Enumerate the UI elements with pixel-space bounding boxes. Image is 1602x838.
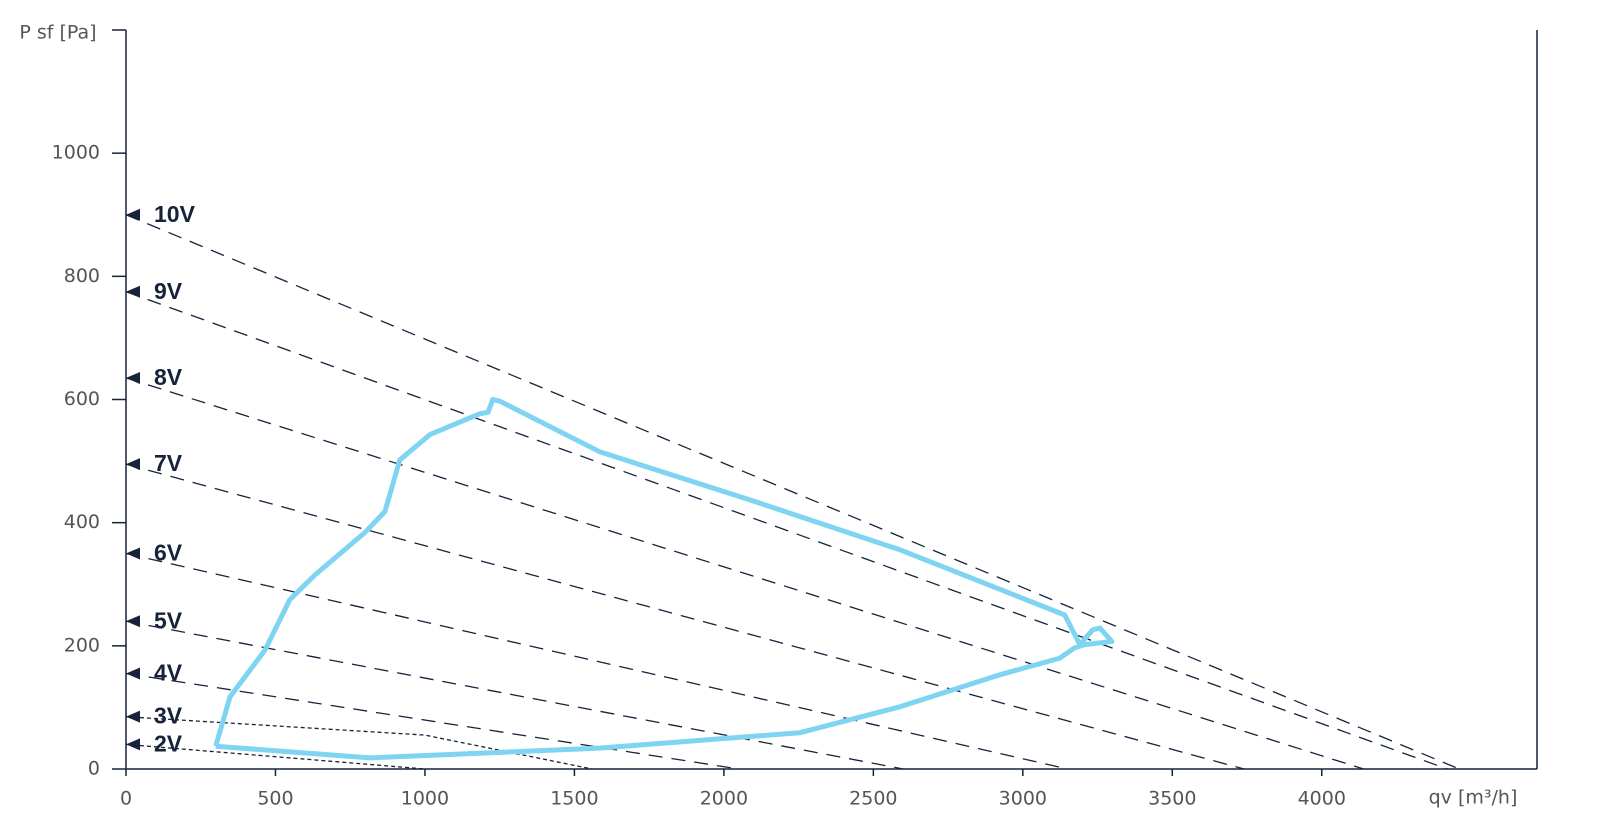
speed-line [125, 291, 1448, 770]
speed-line [125, 552, 1068, 770]
label-arrow [126, 547, 140, 560]
x-tick-label: 1500 [550, 788, 598, 810]
y-tick-label: 0 [88, 758, 100, 780]
y-tick-label: 200 [64, 634, 100, 656]
series-label: 3V [154, 703, 183, 729]
series-label: 7V [154, 450, 183, 476]
y-tick-label: 400 [64, 511, 100, 533]
series-label: 2V [154, 730, 183, 756]
y-tick-label: 1000 [52, 142, 100, 164]
x-tick-label: 3000 [999, 788, 1047, 810]
speed-line [125, 743, 425, 770]
series-label: 4V [154, 660, 183, 686]
speed-line [125, 463, 1245, 770]
x-tick-label: 0 [120, 788, 132, 810]
speed-line [125, 716, 593, 770]
series-label: 6V [154, 540, 183, 566]
label-arrow [126, 208, 140, 221]
series-label: 5V [154, 607, 183, 633]
speed-line [125, 377, 1364, 770]
series-label: 8V [154, 364, 183, 390]
speed-line [125, 214, 1460, 770]
x-tick-label: 1000 [401, 788, 449, 810]
label-arrow [126, 710, 140, 723]
label-arrow [126, 615, 140, 628]
y-axis-label: P sf [Pa] [19, 22, 96, 44]
y-tick-label: 800 [64, 265, 100, 287]
label-arrow [126, 285, 140, 298]
label-arrow [126, 738, 140, 751]
y-tick-label: 600 [64, 388, 100, 410]
x-axis-label: qv [m³/h] [1429, 787, 1518, 809]
x-tick-label: 2500 [849, 788, 897, 810]
series-label: 10V [154, 201, 196, 227]
x-tick-label: 500 [257, 788, 293, 810]
label-arrow [126, 667, 140, 680]
x-tick-label: 2000 [700, 788, 748, 810]
operating-envelope [213, 397, 1115, 761]
speed-line [125, 672, 739, 770]
series-label: 9V [154, 278, 183, 304]
label-arrow [126, 371, 140, 384]
x-tick-label: 4000 [1298, 788, 1346, 810]
x-tick-label: 3500 [1148, 788, 1196, 810]
label-arrow [126, 458, 140, 471]
speed-line [125, 620, 904, 770]
